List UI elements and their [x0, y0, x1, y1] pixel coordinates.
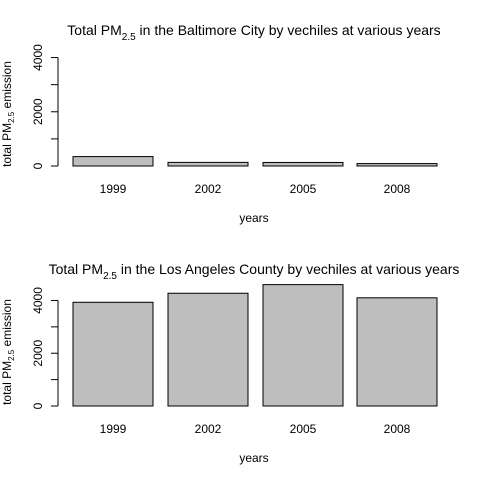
y-tick-label: 4000	[31, 44, 45, 71]
y-tick-label: 0	[31, 402, 45, 409]
bar-2005	[263, 285, 343, 406]
bar-1999	[73, 157, 153, 166]
bar-2002	[168, 293, 248, 406]
bar-1999	[73, 302, 153, 406]
y-tick-label: 4000	[31, 287, 45, 314]
x-tick-label: 1999	[100, 422, 127, 436]
x-axis-label: years	[239, 451, 268, 465]
x-axis-label: years	[239, 211, 268, 225]
x-tick-label: 2005	[290, 182, 317, 196]
x-tick-label: 2005	[290, 422, 317, 436]
bar-2005	[263, 162, 343, 166]
x-tick-label: 1999	[100, 182, 127, 196]
x-tick-label: 2008	[384, 182, 411, 196]
bar-2008	[357, 164, 437, 166]
y-tick-label: 2000	[31, 98, 45, 125]
bar-2002	[168, 162, 248, 166]
y-tick-label: 0	[31, 162, 45, 169]
x-tick-label: 2002	[195, 422, 222, 436]
x-tick-label: 2008	[384, 422, 411, 436]
bar-2008	[357, 298, 437, 406]
y-tick-label: 2000	[31, 340, 45, 367]
x-tick-label: 2002	[195, 182, 222, 196]
